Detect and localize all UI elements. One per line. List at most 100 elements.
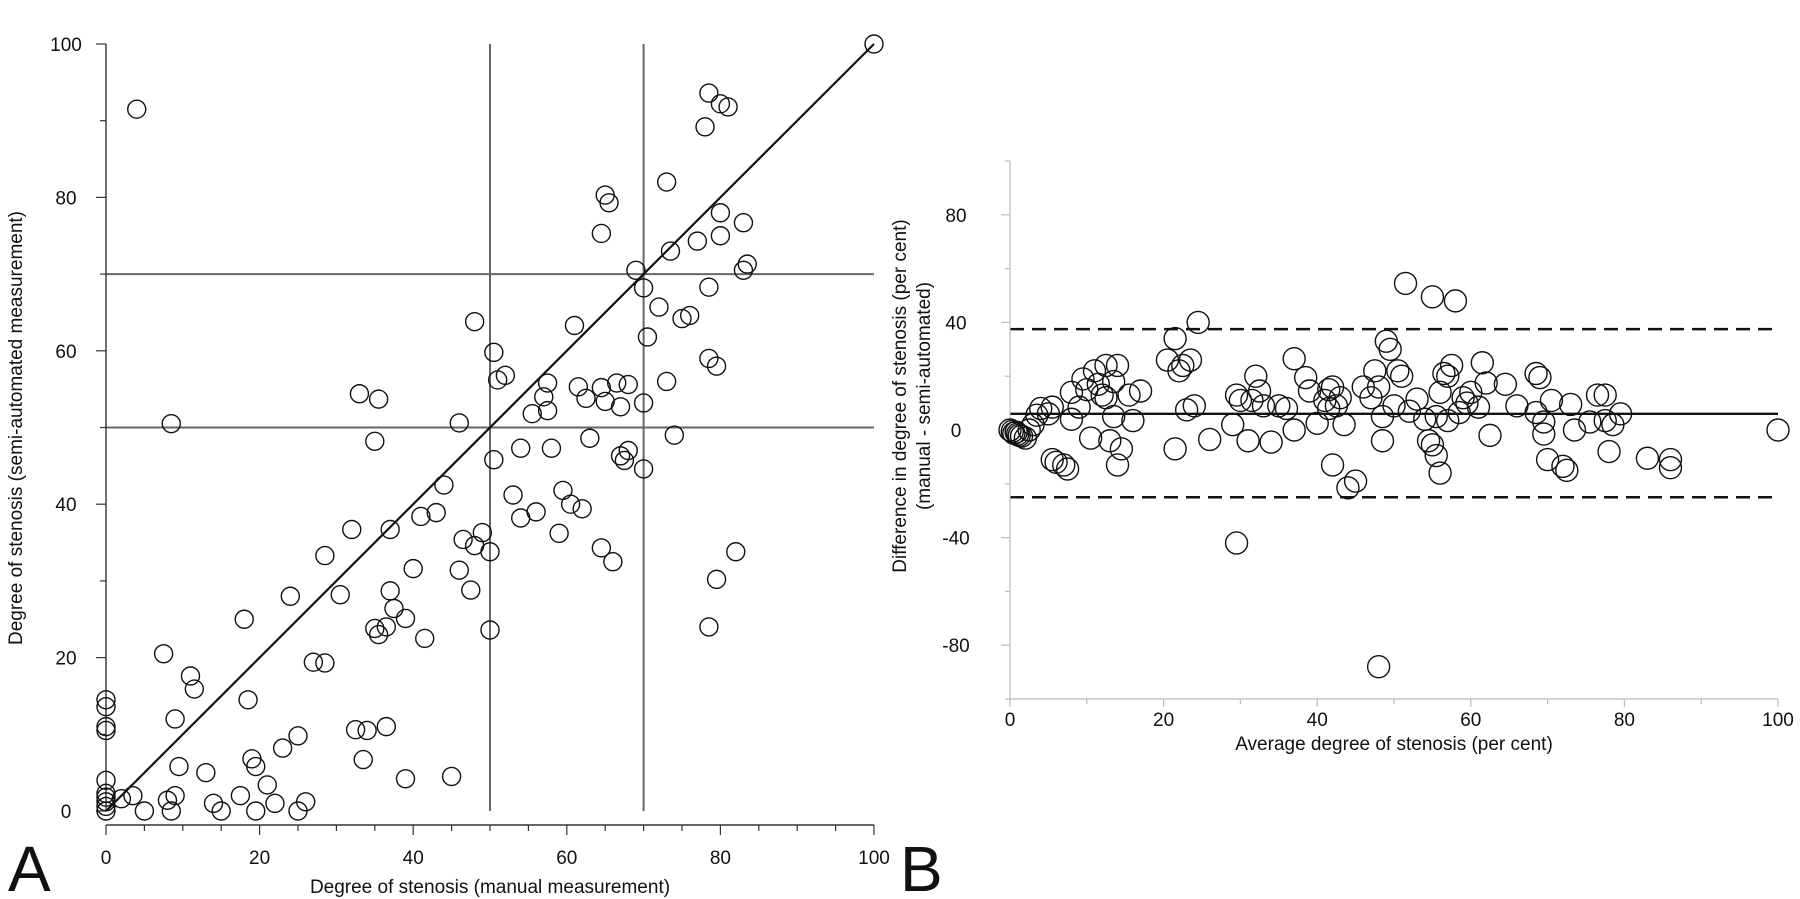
data-point [614,450,635,471]
x-tick-label: 20 [1153,710,1174,731]
data-point [1363,359,1387,383]
data-point [1078,426,1103,450]
y-tick-label: 0 [951,421,962,442]
data-point [96,716,116,737]
data-point [572,499,592,519]
data-point [1608,402,1633,426]
data-point [96,792,116,812]
data-point [1455,391,1479,415]
data-point [368,624,389,645]
data-point [123,785,143,806]
panel-a-x-axis-title: Degree of stenosis (manual measurement) [310,877,670,898]
data-point [368,389,389,409]
data-point [656,172,677,192]
data-point [1424,404,1448,429]
data-point [265,793,285,814]
data-point [1071,367,1095,391]
y-tick-label: 80 [55,188,76,209]
data-point [591,223,612,244]
data-point [1382,394,1406,418]
x-tick-label: 100 [1762,710,1794,731]
data-point [161,413,181,434]
data-point [1282,418,1306,442]
data-point [1343,469,1368,493]
panel-a-points [96,34,884,821]
data-point [376,716,397,737]
data-point [203,793,224,814]
data-point [303,652,324,672]
data-point [1105,453,1130,477]
data-point [1059,380,1084,405]
data-point [511,438,531,458]
data-point [1436,364,1460,388]
data-point [633,278,654,298]
panel-b-x-axis-title: Average degree of stenosis (per cent) [1235,734,1553,755]
data-point [395,608,416,629]
data-point [472,522,493,543]
data-point [1558,392,1583,417]
data-point [537,373,558,393]
data-point [699,277,719,297]
data-point [699,617,719,637]
data-point [1658,455,1683,480]
data-point [537,400,558,421]
y-tick-label: 100 [50,35,82,56]
data-point [1436,408,1460,433]
data-point [699,348,719,369]
data-point [1182,394,1207,418]
data-point [710,203,731,223]
data-point [96,690,116,710]
data-point [1539,388,1564,413]
data-point [165,785,185,806]
data-point [706,569,727,590]
data-point [1098,429,1122,453]
data-point [679,305,700,326]
data-point [1221,412,1245,437]
y-tick-label: 20 [55,649,76,670]
data-point [1555,458,1579,483]
data-point [1336,476,1360,500]
data-point [1059,407,1084,431]
data-point [484,450,504,470]
data-point [1386,359,1410,383]
x-tick-label: 60 [556,848,577,869]
data-point [1562,418,1587,442]
data-point [1658,447,1683,472]
data-point [1524,400,1548,425]
data-point [1224,383,1249,407]
panel-b-reference-lines [1010,327,1778,499]
data-point [411,506,431,527]
data-point [453,529,473,550]
data-point [315,653,335,673]
data-point [1551,454,1575,479]
data-point [161,801,181,821]
y-tick-label: 40 [945,313,966,334]
data-point [699,83,719,103]
x-tick-label: 40 [403,848,424,869]
data-point [1055,457,1080,481]
data-point [384,598,404,619]
data-point [1017,418,1041,442]
data-point [1528,365,1552,390]
data-point [568,377,589,397]
data-point [96,801,116,821]
data-point [1451,386,1475,410]
data-point [426,502,446,523]
y-tick-label: -40 [942,529,969,550]
data-point [1535,447,1560,472]
y-tick-label: 60 [55,342,76,363]
data-point [403,558,423,579]
data-point [1474,371,1498,395]
data-point [96,770,116,791]
data-point [96,796,116,817]
data-point [580,428,600,448]
data-point [288,726,308,746]
data-point [1532,422,1556,446]
data-point [576,388,596,409]
data-point [1101,404,1126,429]
data-point [169,756,189,777]
data-point [165,709,185,729]
data-point [1478,423,1502,448]
data-point [365,618,385,639]
